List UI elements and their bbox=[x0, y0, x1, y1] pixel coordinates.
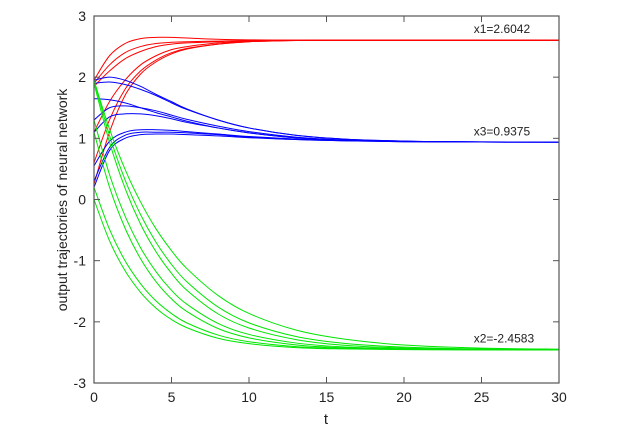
annotations: x1=2.6042 x3=0.9375 x2=-2.4583 bbox=[474, 22, 535, 346]
axis-ticks: 0 5 10 15 20 25 30 -3 -2 -1 0 1 2 3 bbox=[74, 8, 567, 405]
x-tick-label: 5 bbox=[168, 389, 176, 405]
trajectory-x1-3 bbox=[93, 39, 559, 87]
trajectory-x2-1 bbox=[93, 80, 560, 351]
trajectory-x3-8 bbox=[93, 133, 560, 188]
x-axis-label: t bbox=[324, 411, 329, 428]
trajectory-x1-4 bbox=[93, 39, 559, 133]
trajectory-x2-4 bbox=[93, 119, 560, 351]
plot-lines bbox=[93, 36, 560, 351]
y-tick-label: 1 bbox=[78, 130, 86, 146]
value-annotation: x2=-2.4583 bbox=[474, 332, 535, 346]
trajectory-x1-5 bbox=[93, 39, 559, 163]
trajectory-x2-3 bbox=[93, 83, 560, 351]
trajectory-x1-1 bbox=[93, 36, 559, 81]
trajectory-x2-2 bbox=[93, 80, 560, 350]
value-annotation: x3=0.9375 bbox=[474, 124, 531, 138]
trajectory-x2-6 bbox=[93, 187, 560, 351]
plot-frame bbox=[93, 15, 560, 384]
y-axis-label: output trajectories of neural network bbox=[54, 88, 70, 312]
x-tick-label: 30 bbox=[551, 389, 567, 405]
trajectory-x2-7 bbox=[93, 199, 560, 351]
x-tick-label: 15 bbox=[319, 389, 335, 405]
value-annotation: x1=2.6042 bbox=[474, 22, 531, 36]
x-tick-label: 0 bbox=[90, 389, 98, 405]
y-tick-label: 0 bbox=[78, 192, 86, 208]
x-tick-label: 20 bbox=[396, 389, 412, 405]
y-tick-label: -1 bbox=[74, 253, 87, 269]
trajectory-x1-6 bbox=[93, 39, 559, 185]
y-tick-label: -3 bbox=[74, 375, 87, 391]
trajectory-x1-2 bbox=[93, 39, 559, 84]
x-tick-label: 10 bbox=[241, 389, 257, 405]
y-tick-label: -2 bbox=[74, 314, 87, 330]
y-tick-label: 3 bbox=[78, 8, 86, 24]
x-tick-label: 25 bbox=[474, 389, 490, 405]
y-tick-label: 2 bbox=[78, 69, 86, 85]
